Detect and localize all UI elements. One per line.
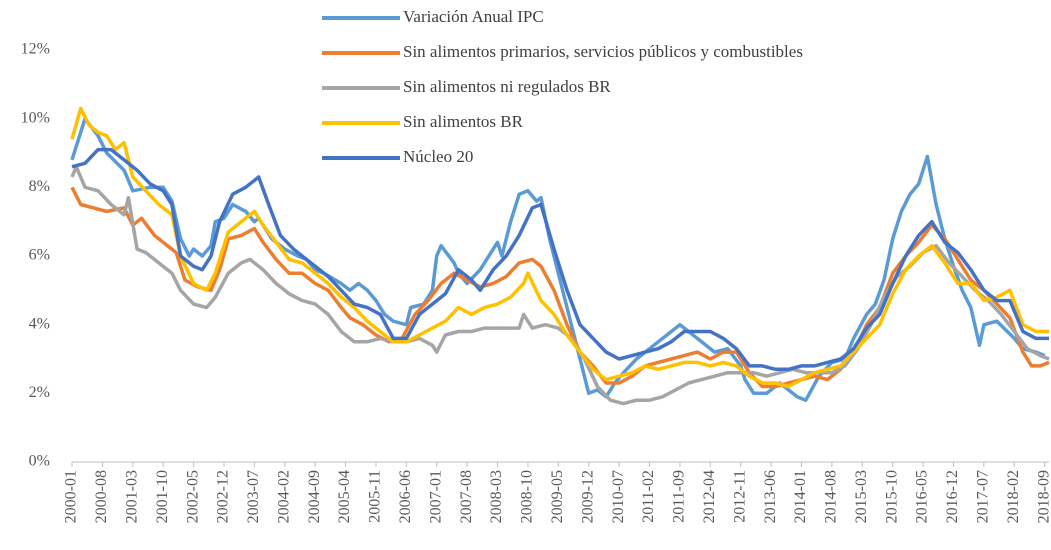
y-tick-label: 2% <box>29 384 50 401</box>
x-tick-label: 2013-06 <box>762 470 779 523</box>
x-tick-label: 2011-02 <box>640 470 657 523</box>
x-tick-label: 2006-06 <box>397 470 414 523</box>
y-tick-label: 6% <box>29 247 50 264</box>
legend-label: Sin alimentos BR <box>403 112 524 131</box>
x-tick-label: 2012-11 <box>731 470 748 523</box>
x-tick-label: 2009-05 <box>549 470 566 523</box>
x-tick-label: 2011-09 <box>671 470 688 523</box>
x-tick-label: 2009-12 <box>579 470 596 523</box>
x-tick-label: 2002-12 <box>215 470 232 523</box>
x-tick-label: 2008-10 <box>519 470 536 523</box>
x-tick-label: 2000-08 <box>93 470 110 523</box>
x-tick-label: 2005-04 <box>336 470 353 523</box>
y-tick-label: 8% <box>29 178 50 195</box>
x-tick-label: 2014-01 <box>792 470 809 523</box>
x-tick-label: 2012-04 <box>701 470 718 523</box>
y-tick-label: 4% <box>29 315 50 332</box>
series-line <box>71 147 1049 372</box>
series-line <box>70 186 1050 389</box>
legend-label: Sin alimentos ni regulados BR <box>403 77 611 96</box>
x-tick-label: 2007-08 <box>458 470 475 523</box>
legend-label: Sin alimentos primarios, servicios públi… <box>403 42 803 61</box>
series-line <box>70 106 1049 389</box>
y-tick-label: 12% <box>21 41 50 58</box>
x-tick-label: 2014-08 <box>823 470 840 523</box>
x-tick-label: 2000-01 <box>63 470 80 523</box>
x-tick-label: 2007-01 <box>427 470 444 523</box>
legend-label: Variación Anual IPC <box>403 7 544 26</box>
x-tick-label: 2018-02 <box>1005 470 1022 523</box>
x-tick-label: 2002-05 <box>184 470 201 523</box>
x-tick-label: 2001-03 <box>123 470 140 523</box>
x-tick-label: 2017-07 <box>975 470 992 523</box>
x-tick-label: 2008-03 <box>488 470 505 523</box>
x-tick-label: 2005-11 <box>367 470 384 523</box>
y-tick-label: 0% <box>29 453 50 470</box>
series-line <box>70 164 1050 406</box>
x-tick-label: 2018-09 <box>1035 470 1051 523</box>
x-tick-label: 2004-02 <box>275 470 292 523</box>
x-tick-label: 2003-07 <box>245 470 262 523</box>
x-tick-label: 2004-09 <box>306 470 323 523</box>
y-tick-label: 10% <box>21 109 50 126</box>
x-tick-label: 2010-07 <box>610 470 627 523</box>
legend-label: Núcleo 20 <box>403 147 473 166</box>
x-tick-label: 2016-05 <box>914 470 931 523</box>
x-tick-label: 2015-03 <box>853 470 870 523</box>
x-tick-label: 2016-12 <box>944 470 961 523</box>
x-tick-label: 2001-10 <box>154 470 171 523</box>
x-tick-label: 2015-10 <box>883 470 900 523</box>
